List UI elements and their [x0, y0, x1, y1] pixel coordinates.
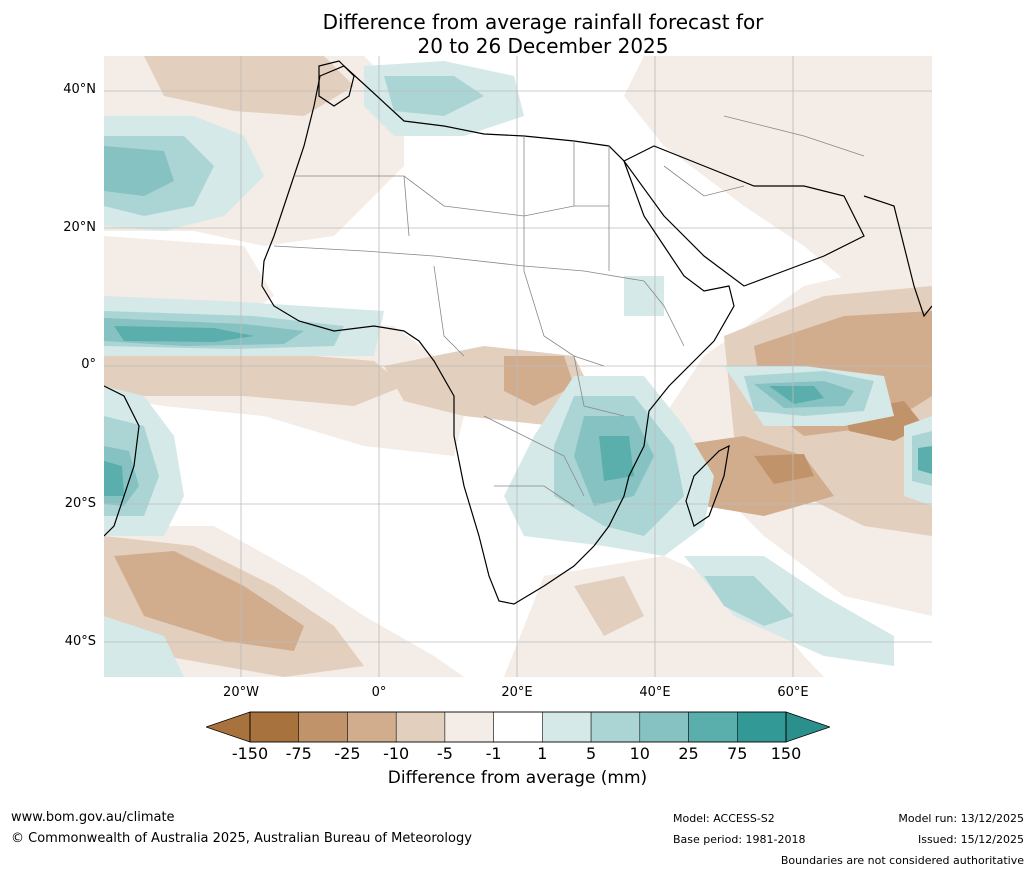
arabia-coastline — [623, 145, 865, 287]
south-atlantic-brown — [114, 551, 304, 651]
colorbar-cell — [688, 711, 738, 743]
lon-label-20e: 20°E — [501, 685, 533, 700]
colorbar-extend-high — [785, 711, 830, 743]
lat-label-40n: 40°N — [63, 82, 96, 97]
mediterranean-mid-teal — [384, 76, 484, 116]
east-africa-dark-teal — [599, 436, 634, 481]
colorbar-outline — [249, 711, 787, 743]
colorbar-tick-label: -10 — [383, 744, 410, 763]
lon-label-20w: 20°W — [223, 685, 259, 700]
colorbar-tick-label: -1 — [485, 744, 502, 763]
south-africa-mid-brown — [574, 576, 644, 636]
middle-east-light-brown — [624, 56, 932, 306]
indian-ocean-dark-teal — [769, 386, 824, 404]
colorbar-tick-label: -5 — [436, 744, 453, 763]
footer-model-run: Model run: 13/12/2025 — [898, 812, 1024, 825]
colorbar-cells — [249, 711, 787, 743]
lon-label-60e: 60°E — [777, 685, 809, 700]
rainfall-anomaly-map — [104, 56, 932, 677]
footer-website: www.bom.gov.au/climate — [11, 810, 175, 825]
colorbar-tick-label: 150 — [770, 744, 802, 763]
north-atlantic-mid-brown — [144, 56, 354, 116]
madagascar-coastline — [685, 444, 730, 527]
colorbar-cell — [493, 711, 543, 743]
footer-model: Model: ACCESS-S2 — [673, 812, 775, 825]
north-atlantic-teal — [104, 146, 174, 196]
colorbar-tick-label: 25 — [678, 744, 699, 763]
colorbar-tick-label: 10 — [629, 744, 650, 763]
india-coastline — [863, 195, 932, 318]
colorbar-tick-label: -75 — [285, 744, 312, 763]
anomaly-dark-teal-regions — [104, 326, 932, 496]
footer-copyright: © Commonwealth of Australia 2025, Austra… — [11, 831, 472, 846]
colorbar-tick-label: 1 — [537, 744, 548, 763]
footer-issued: Issued: 15/12/2025 — [917, 833, 1024, 846]
colorbar-cell — [249, 711, 299, 743]
footer-disclaimer: Boundaries are not considered authoritat… — [780, 854, 1024, 867]
colorbar-cell — [444, 711, 494, 743]
colorbar-label-text: Difference from average (mm) — [387, 768, 648, 788]
lon-label-0: 0° — [371, 685, 387, 700]
colorbar-label: Difference from average (mm) — [0, 768, 1035, 788]
map-title: Difference from average rainfall forecas… — [0, 10, 1035, 58]
map-canvas — [104, 56, 932, 677]
colorbar-cell — [737, 711, 787, 743]
colorbar-tick-label: -150 — [231, 744, 269, 763]
south-america-coastline — [104, 385, 140, 537]
lon-label-40e: 40°E — [639, 685, 671, 700]
colorbar-cell — [298, 711, 348, 743]
southern-ocean-mid-teal — [704, 576, 794, 626]
equatorial-atlantic-mid-brown — [104, 351, 404, 406]
colorbar — [206, 711, 830, 743]
lat-label-equator: 0° — [81, 357, 96, 372]
colorbar-cell — [395, 711, 446, 743]
colorbar-tick-label: 75 — [727, 744, 748, 763]
horn-light-teal — [624, 276, 664, 316]
colorbar-cell — [347, 711, 397, 743]
equatorial-dark-teal — [114, 326, 254, 342]
iberia-coastline — [318, 60, 355, 107]
colorbar-cell — [590, 711, 641, 743]
lat-label-40s: 40°S — [64, 634, 96, 649]
lat-label-20n: 20°N — [63, 220, 96, 235]
colorbar-extend-low — [206, 711, 251, 743]
colorbar-cell — [639, 711, 689, 743]
title-line-2: 20 to 26 December 2025 — [417, 34, 669, 58]
west-south-atlantic-dark-teal — [104, 461, 124, 496]
title-line-1: Difference from average rainfall forecas… — [322, 10, 764, 34]
lat-label-20s: 20°S — [64, 496, 96, 511]
graticule — [104, 56, 932, 677]
southwest-light-teal — [104, 616, 184, 677]
colorbar-tick-label: 5 — [585, 744, 597, 763]
congo-brown — [504, 356, 574, 406]
footer-base-period: Base period: 1981-2018 — [673, 833, 806, 846]
colorbar-cell — [542, 711, 592, 743]
country-borders — [273, 115, 865, 507]
far-east-dark-teal — [918, 446, 932, 474]
colorbar-tick-label: -25 — [334, 744, 361, 763]
madagascar-dark-brown — [754, 454, 814, 484]
west-african-coast-light-brown — [104, 236, 274, 316]
